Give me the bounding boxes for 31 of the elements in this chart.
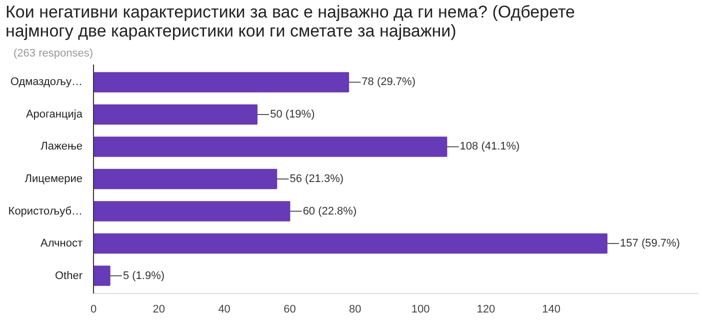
data-label: 56 (21.3%) xyxy=(290,173,344,185)
data-label: 108 (41.1%) xyxy=(460,140,520,153)
bar xyxy=(94,136,448,157)
bar xyxy=(94,266,110,286)
x-tick-label: 20 xyxy=(152,304,166,316)
y-tick-label: Користољуб… xyxy=(8,205,83,218)
chart-subtitle: (263 responses) xyxy=(14,48,93,60)
y-tick-label: Лицемерие xyxy=(24,173,82,185)
data-label: 157 (59.7%) xyxy=(620,238,680,250)
y-tick-label: Лажење xyxy=(40,140,83,153)
bar xyxy=(94,104,258,125)
x-tick-label: 120 xyxy=(476,304,496,316)
x-tick-label: 40 xyxy=(218,304,230,316)
data-label: 50 (19%) xyxy=(270,108,315,120)
y-tick-label: Алчност xyxy=(40,238,83,250)
bar xyxy=(94,168,278,190)
y-tick-label: Ароганција xyxy=(26,108,84,120)
x-tick-label: 80 xyxy=(349,304,362,316)
x-tick-label: 0 xyxy=(90,304,97,316)
y-tick-label: Other xyxy=(54,270,83,282)
data-label: 5 (1.9%) xyxy=(122,270,165,282)
y-tick-label: Одмаздољу… xyxy=(10,76,83,88)
x-tick-label: 140 xyxy=(542,304,561,316)
bar xyxy=(94,201,290,222)
bar xyxy=(94,72,350,92)
x-tick-label: 60 xyxy=(284,304,296,316)
data-label: 78 (29.7%) xyxy=(362,76,416,88)
bar xyxy=(94,233,608,254)
data-label: 60 (22.8%) xyxy=(302,205,357,218)
x-tick-label: 100 xyxy=(411,304,430,316)
chart-title: Кои негативни карактеристики за вас е најважно да ги нема? (Одберете најмногу две карактеристики кои ги сметате за најважни) xyxy=(6,2,576,40)
